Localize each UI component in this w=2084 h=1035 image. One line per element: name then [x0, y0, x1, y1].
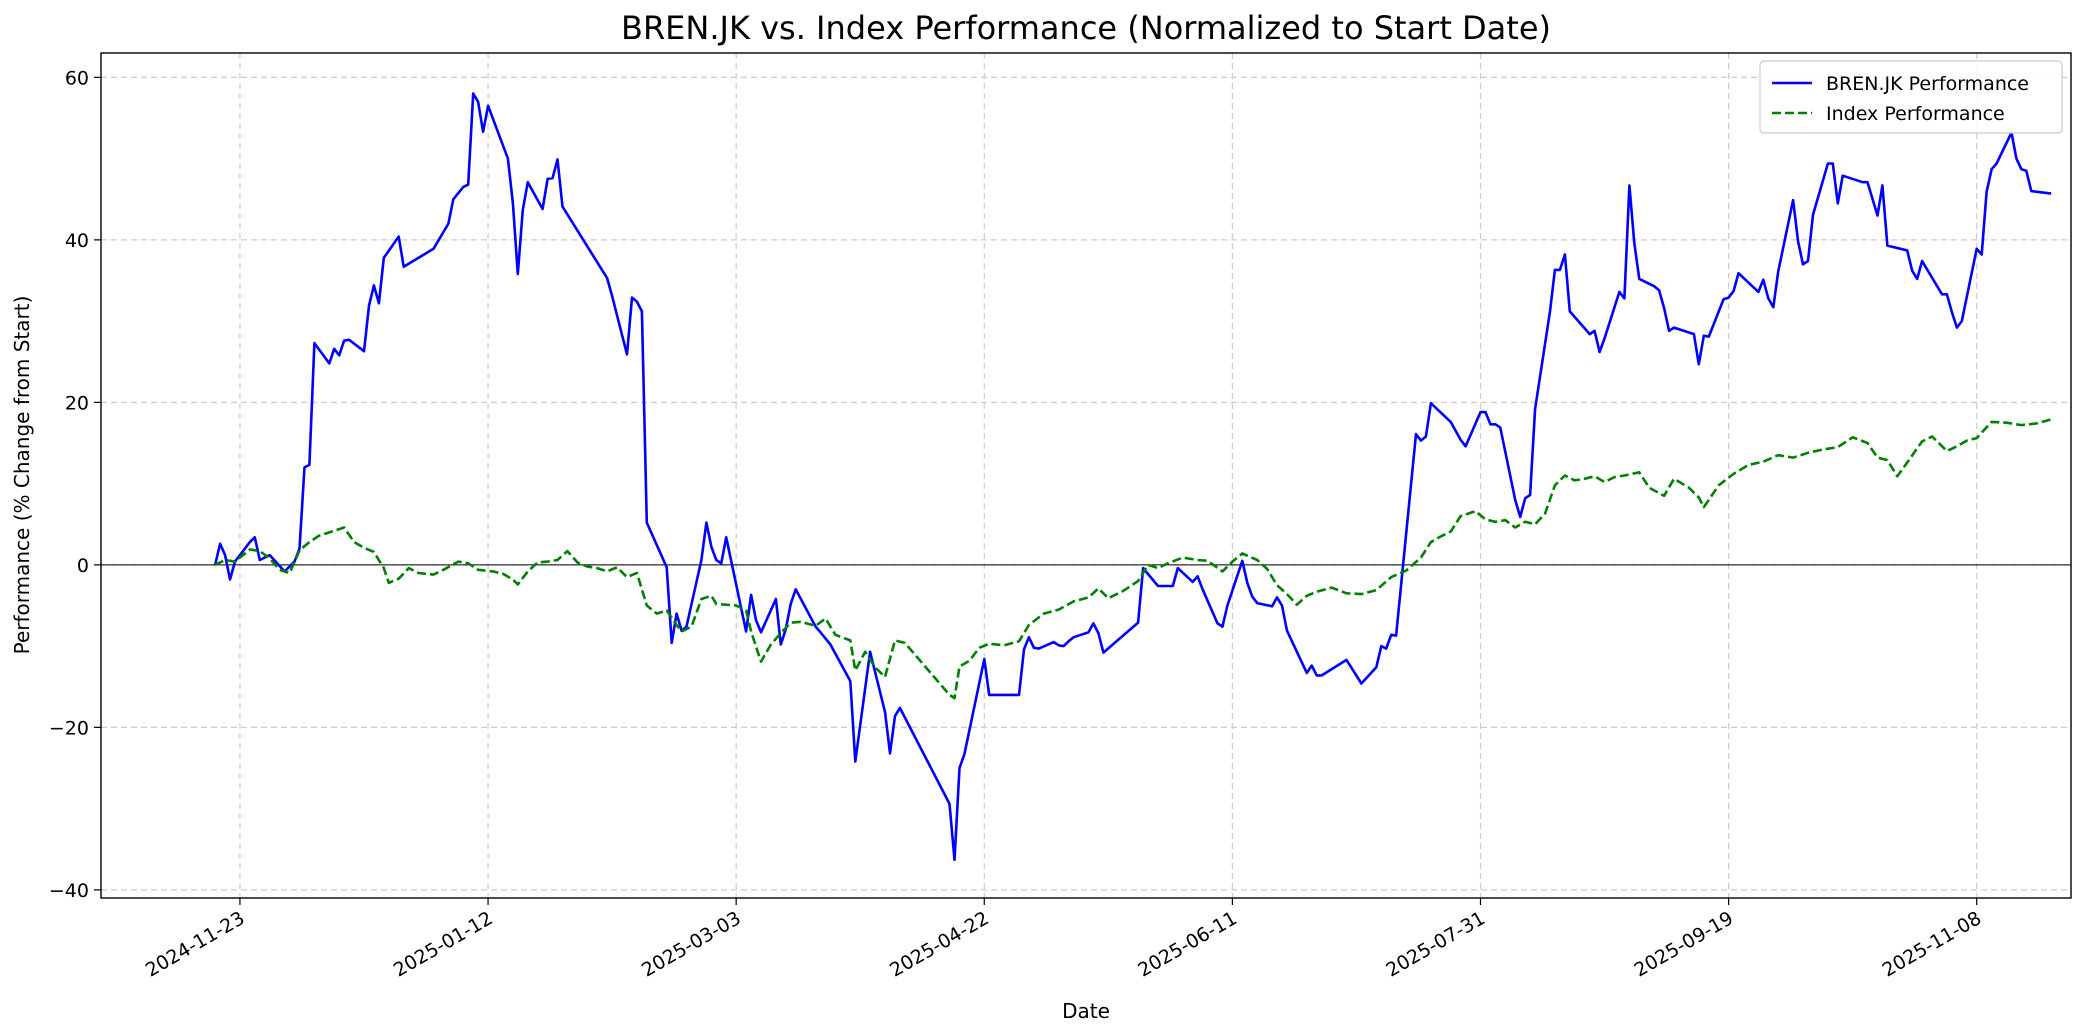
y-tick-label: 60: [65, 67, 89, 89]
plot-frame: [100, 52, 2072, 899]
y-tick-label: 20: [65, 392, 89, 414]
chart-title: BREN.JK vs. Index Performance (Normalize…: [621, 9, 1551, 47]
y-axis: −40 −20 0 20 40 60: [49, 67, 101, 902]
y-tick-label: −40: [49, 880, 89, 902]
y-tick-label: 40: [65, 230, 89, 252]
x-axis-label: Date: [1062, 999, 1110, 1023]
legend-label: BREN.JK Performance: [1826, 73, 2029, 95]
y-tick-label: −20: [49, 717, 89, 739]
legend-label: Index Performance: [1826, 103, 2005, 125]
y-axis-label: Performance (% Change from Start): [10, 296, 34, 655]
y-tick-label: 0: [77, 555, 89, 577]
legend: BREN.JK Performance Index Performance: [1759, 60, 2063, 134]
gridlines: [101, 53, 2071, 898]
index-performance-line: [214, 418, 2052, 700]
legend-box: [1759, 60, 2063, 134]
series-lines: [213, 92, 2052, 862]
bren-performance-line: [213, 92, 2052, 862]
